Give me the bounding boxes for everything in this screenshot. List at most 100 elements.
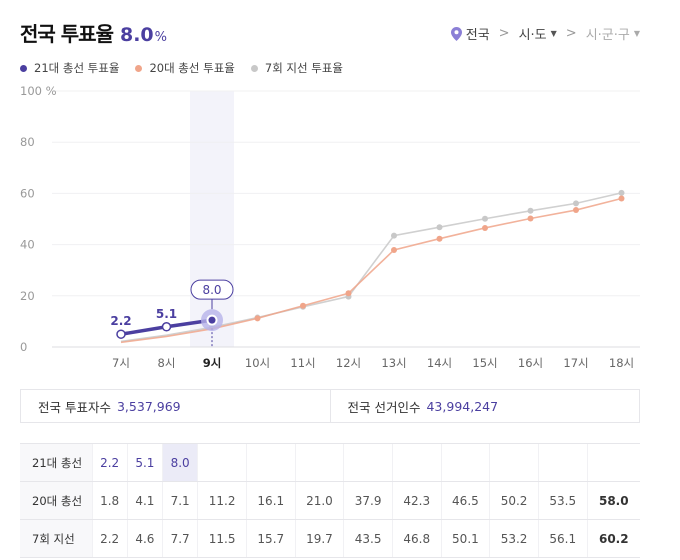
y-tick-label: 100 % — [20, 84, 57, 98]
data-point[interactable] — [573, 207, 579, 214]
table-cell: 53.5 — [537, 481, 588, 520]
turnout-line-chart[interactable]: 0 20 40 60 80 100 % 7시 8시 9시 10시 11시 12시 13시 14시 15시 16… — [0, 80, 680, 375]
table-cell: 7.1 — [162, 481, 198, 520]
x-tick-label: 17시 — [563, 356, 588, 370]
table-cell: 56.1 — [537, 519, 588, 558]
tooltip — [190, 279, 234, 300]
y-tick-label: 80 — [20, 135, 35, 149]
table-cell — [537, 443, 588, 482]
active-data-point[interactable] — [208, 316, 216, 324]
table-cell — [245, 443, 296, 482]
table-cell: 11.5 — [197, 519, 247, 558]
data-point[interactable] — [618, 195, 625, 202]
summary-bar: 전국 투표자수 3,537,969 전국 선거인수 43,994,247 — [20, 389, 640, 423]
legend-item-21[interactable]: 21대 총선 투표율 — [20, 60, 119, 76]
electorate-count: 전국 선거인수 43,994,247 — [329, 390, 640, 422]
table-cell: 50.1 — [440, 519, 490, 558]
location-pin-icon — [450, 26, 462, 41]
series-line — [120, 197, 622, 344]
legend-item-20[interactable]: 20대 총선 투표율 — [135, 60, 235, 76]
data-point[interactable] — [618, 189, 625, 196]
data-point[interactable] — [436, 224, 443, 231]
x-tick-label: 11시 — [290, 356, 315, 370]
data-point[interactable] — [391, 246, 397, 253]
table-row: 7회 지선 2.2 4.6 7.7 11.5 15.7 19.7 43.5 46.8 50.1 53… — [20, 519, 640, 558]
x-tick-label: 8시 — [158, 356, 176, 370]
x-tick-label: 14시 — [427, 356, 452, 370]
x-tick-label: 12시 — [336, 356, 361, 370]
table-cell: 4.6 — [126, 519, 163, 558]
data-point[interactable] — [573, 200, 579, 207]
row-label: 20대 총선 — [20, 481, 92, 520]
table-cell: 53.2 — [489, 519, 539, 558]
x-tick-label: 9시 — [203, 356, 222, 370]
table-cell: 46.8 — [391, 519, 442, 558]
table-cell: 37.9 — [343, 481, 393, 520]
data-point[interactable] — [254, 315, 261, 322]
table-cell: 46.5 — [440, 481, 490, 520]
table-cell — [440, 443, 490, 482]
chart-legend: 21대 총선 투표율 20대 총선 투표율 7회 지선 투표율 — [20, 60, 359, 76]
table-row: 21대 총선 2.2 5.1 8.0 — [20, 443, 640, 482]
page-header: 전국 투표율 8.0 % — [20, 18, 167, 47]
breadcrumb-item-district[interactable]: 시·군·구 — [585, 28, 630, 43]
voters-count: 전국 투표자수 3,537,969 — [38, 398, 181, 415]
data-point[interactable] — [391, 232, 397, 239]
table-cell — [391, 443, 442, 482]
data-point[interactable] — [116, 329, 126, 339]
chevron-right-icon: > — [498, 26, 510, 41]
table-cell: 16.1 — [245, 481, 296, 520]
turnout-value: 8.0 — [119, 24, 154, 46]
table-cell: 8.0 — [162, 443, 198, 482]
table-cell — [586, 443, 640, 482]
table-cell: 5.1 — [126, 443, 163, 482]
table-row: 20대 총선 1.8 4.1 7.1 11.2 16.1 21.0 37.9 42.3 46.5 5… — [20, 481, 640, 520]
breadcrumb-item-nation[interactable]: 전국 — [465, 28, 490, 43]
table-cell: 1.8 — [91, 481, 128, 520]
svg-text:8.0: 8.0 — [202, 283, 221, 297]
x-tick-label: 13시 — [381, 356, 406, 370]
data-point[interactable] — [300, 302, 306, 309]
legend-dot-icon — [20, 64, 27, 72]
table-cell: 7.7 — [162, 519, 198, 558]
table-cell: 43.5 — [343, 519, 393, 558]
table-cell: 19.7 — [294, 519, 344, 558]
x-tick-label: 10시 — [245, 356, 270, 370]
x-tick-label: 16시 — [518, 356, 543, 370]
data-point[interactable] — [482, 224, 488, 231]
y-tick-label: 0 — [20, 340, 27, 354]
table-cell: 2.2 — [91, 519, 128, 558]
chevron-right-icon: > — [565, 26, 577, 41]
y-tick-label: 60 — [20, 186, 35, 200]
caret-down-icon[interactable]: ▼ — [633, 29, 640, 38]
x-tick-label: 18시 — [609, 356, 634, 370]
table-cell: 42.3 — [391, 481, 442, 520]
table-cell: 2.2 — [91, 443, 128, 482]
table-cell: 4.1 — [126, 481, 163, 520]
table-cell — [489, 443, 539, 482]
legend-dot-icon — [135, 64, 143, 72]
y-tick-label: 40 — [20, 238, 35, 252]
table-cell: 21.0 — [294, 481, 344, 520]
legend-item-7[interactable]: 7회 지선 투표율 — [250, 60, 343, 76]
row-label: 7회 지선 — [20, 519, 92, 558]
data-point[interactable] — [482, 215, 488, 222]
data-point[interactable] — [527, 215, 534, 222]
turnout-unit: % — [154, 30, 167, 45]
y-tick-label: 20 — [20, 289, 35, 303]
data-point[interactable] — [436, 235, 443, 242]
x-tick-label: 7시 — [112, 356, 130, 370]
table-cell — [294, 443, 344, 482]
legend-dot-icon — [250, 64, 258, 72]
data-point[interactable] — [527, 207, 534, 214]
table-cell — [197, 443, 247, 482]
data-point[interactable] — [161, 322, 172, 332]
data-point[interactable] — [345, 290, 352, 297]
series-line — [120, 192, 622, 343]
table-cell: 60.2 — [586, 519, 640, 558]
table-cell: 15.7 — [245, 519, 296, 558]
data-label: 5.1 — [156, 307, 177, 321]
table-cell — [343, 443, 393, 482]
breadcrumb-item-province[interactable]: 시·도 — [518, 28, 547, 43]
caret-down-icon[interactable]: ▼ — [550, 29, 557, 38]
